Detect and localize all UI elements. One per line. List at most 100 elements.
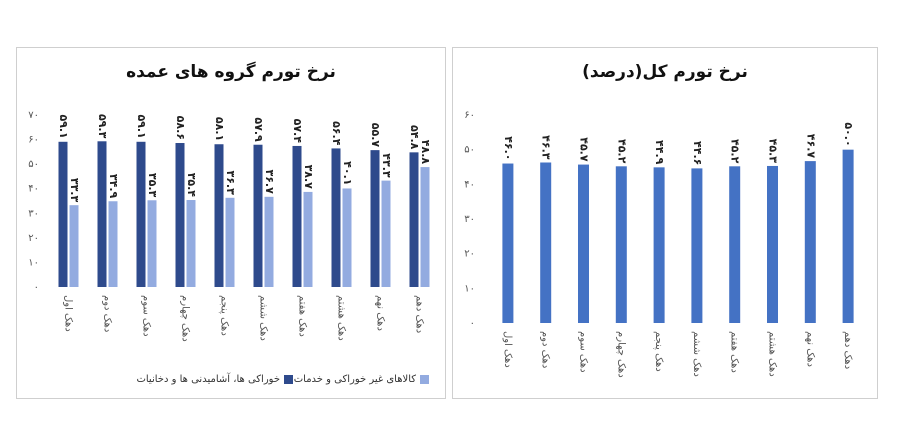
bar-nonfood	[108, 201, 118, 287]
bar-total	[804, 161, 816, 323]
bar-food	[214, 144, 224, 287]
legend-item-food: خوراکی ها، آشامیدنی ها و دخانیات	[136, 374, 293, 385]
bar-nonfood	[147, 200, 157, 287]
y-tick-label: ۳۰	[464, 214, 475, 225]
data-label-nonfood: ۳۳.۳	[68, 178, 81, 203]
x-tick-label: دهک پنجم	[219, 295, 230, 336]
data-label-nonfood: ۳۴.۹	[107, 174, 120, 199]
data-label-total: ۴۴.۹	[653, 140, 666, 165]
bar-total	[615, 166, 627, 323]
x-tick-label: دهک دوم	[540, 331, 551, 368]
x-tick-label: دهک دهم	[842, 331, 853, 369]
x-tick-label: دهک نهم	[804, 331, 815, 367]
y-tick-label: ۷۰	[28, 110, 39, 121]
bar-total	[578, 164, 589, 323]
bar-food	[97, 141, 107, 287]
data-label-total: ۴۶.۷	[804, 134, 817, 159]
y-tick-label: ۱۰	[464, 283, 475, 294]
data-label-food: ۵۶.۴	[330, 121, 343, 146]
legend-swatch-food	[284, 374, 293, 384]
bar-nonfood	[225, 197, 235, 287]
x-tick-label: دهک دوم	[102, 295, 113, 332]
x-tick-label: دهک سوم	[578, 331, 589, 373]
bar-total	[502, 163, 514, 323]
data-label-nonfood: ۳۶.۳	[224, 170, 237, 195]
data-label-nonfood: ۴۰.۱	[341, 161, 354, 185]
data-label-total: ۴۶.۳	[540, 135, 553, 160]
bar-nonfood	[420, 167, 430, 287]
x-tick-label: دهک ششم	[691, 331, 702, 377]
x-tick-label: دهک اول	[63, 295, 74, 332]
data-label-total: ۴۵.۲	[729, 139, 742, 164]
y-tick-label: ۱۰	[28, 257, 39, 268]
bar-food	[58, 141, 68, 287]
bar-total	[729, 166, 741, 323]
data-label-food: ۵۸.۶	[174, 116, 187, 140]
data-label-nonfood: ۳۵.۴	[185, 173, 198, 198]
data-label-total: ۴۵.۳	[767, 139, 780, 164]
x-tick-label: دهک دهم	[414, 295, 425, 333]
bar-nonfood	[264, 196, 274, 287]
data-label-total: ۵۰.۰	[842, 122, 855, 146]
x-tick-label: دهک پنجم	[653, 331, 664, 372]
y-tick-label: ۶۰	[28, 135, 39, 146]
data-label-nonfood: ۳۵.۳	[146, 173, 159, 198]
data-label-total: ۴۵.۷	[578, 137, 591, 162]
data-label-nonfood: ۴۳.۳	[380, 153, 393, 178]
y-tick-label: ۲۰	[464, 249, 475, 260]
x-tick-label: دهک چهارم	[180, 295, 191, 342]
y-tick-label: ۴۰	[464, 179, 475, 190]
bar-total	[653, 167, 665, 323]
legend-swatch-nonfood	[420, 374, 429, 384]
bar-total	[842, 149, 854, 323]
x-tick-label: دهک سوم	[141, 295, 152, 337]
data-label-nonfood: ۴۸.۸	[419, 140, 432, 165]
data-label-food: ۵۷.۹	[252, 117, 265, 142]
x-tick-label: دهک هفتم	[297, 295, 308, 337]
data-label-food: ۵۹.۳	[96, 114, 109, 139]
y-tick-label: ۳۰	[28, 208, 39, 219]
x-tick-label: دهک ششم	[258, 295, 269, 341]
total-inflation-chart-title: نرخ تورم کل(درصد)	[582, 62, 748, 82]
y-tick-label: ۰	[34, 282, 39, 293]
bar-food	[370, 150, 380, 287]
y-tick-label: ۶۰	[464, 110, 475, 121]
data-label-total: ۴۴.۶	[691, 141, 704, 165]
bar-nonfood	[186, 200, 196, 287]
bar-food	[136, 141, 146, 287]
data-label-food: ۵۹.۱	[57, 114, 70, 138]
data-label-total: ۴۵.۲	[615, 139, 628, 164]
total-inflation-chart-panel: نرخ تورم کل(درصد) ۰ ۱۰ ۲۰ ۳۰ ۴۰ ۵۰ ۶۰ ۴۶.۰ دهک ا…	[452, 47, 878, 399]
data-label-total: ۴۶.۰	[502, 136, 515, 160]
x-tick-label: دهک هشتم	[336, 295, 347, 341]
data-label-nonfood: ۳۸.۷	[302, 165, 315, 190]
group-inflation-chart-panel: نرخ تورم گروه های عمده ۰ ۱۰ ۲۰ ۳۰ ۴۰ ۵۰ ۶۰ ۷۰ ۵۹…	[16, 47, 446, 399]
x-tick-label: دهک هفتم	[729, 331, 740, 373]
bar-food	[253, 144, 263, 287]
bar-food	[409, 152, 419, 287]
y-tick-label: ۰	[470, 318, 475, 329]
group-inflation-chart: ۰ ۱۰ ۲۰ ۳۰ ۴۰ ۵۰ ۶۰ ۷۰ ۵۹.۱ ۳۳.۳ دهک اول ۵۹.۳ ۳۴.۹ ده…	[28, 110, 432, 342]
y-tick-label: ۲۰	[28, 233, 39, 244]
x-tick-label: دهک چهارم	[615, 331, 626, 378]
bar-total	[540, 162, 552, 323]
x-tick-label: دهک اول	[502, 331, 513, 368]
total-inflation-chart: ۰ ۱۰ ۲۰ ۳۰ ۴۰ ۵۰ ۶۰ ۴۶.۰ دهک اول ۴۶.۳ دهک دوم ۴۵.۷ د…	[464, 110, 855, 378]
bar-food	[175, 143, 185, 287]
bar-total	[691, 168, 703, 323]
y-tick-label: ۵۰	[28, 159, 39, 170]
bar-nonfood	[303, 191, 313, 287]
data-label-food: ۵۵.۷	[369, 123, 382, 148]
data-label-nonfood: ۳۶.۷	[263, 169, 276, 194]
group-inflation-chart-title: نرخ تورم گروه های عمده	[126, 62, 336, 82]
data-label-food: ۵۸.۱	[213, 117, 226, 141]
x-tick-label: دهک هشتم	[767, 331, 778, 377]
y-tick-label: ۴۰	[28, 184, 39, 195]
bar-total	[767, 165, 778, 323]
data-label-food: ۵۴.۸	[408, 125, 421, 150]
bar-food	[292, 145, 302, 287]
bar-nonfood	[69, 205, 79, 287]
data-label-food: ۵۹.۱	[135, 114, 148, 138]
legend-label-food: خوراکی ها، آشامیدنی ها و دخانیات	[136, 374, 280, 385]
bar-nonfood	[342, 188, 352, 287]
